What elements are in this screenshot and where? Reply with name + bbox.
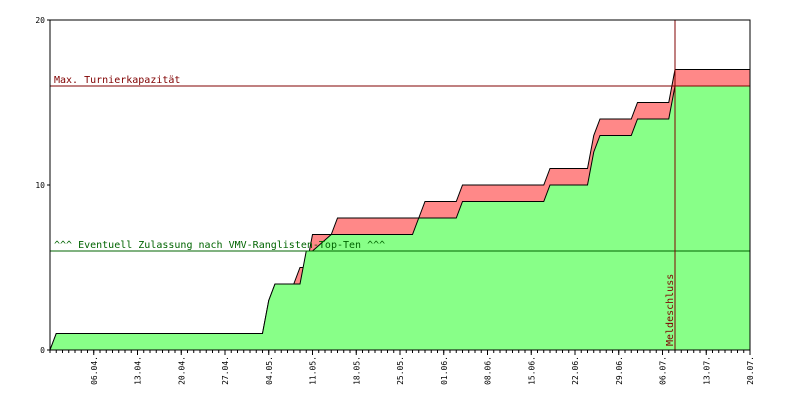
y-tick-label-2: 20	[35, 16, 45, 25]
x-tick-label-1: 13.04.	[134, 356, 143, 385]
y-tick-label-0: 0	[40, 346, 45, 355]
series-line-1	[49, 85, 750, 351]
x-tick-label-13: 06.07.	[659, 356, 668, 385]
series-area-1	[50, 86, 750, 350]
x-tick-label-10: 15.06.	[527, 356, 536, 385]
reference-label-0: Max. Turnierkapazität	[54, 75, 180, 86]
axes: 0 10 20 06.04. 13.04. 20.04. 27.04. 04.05. 11.05…	[35, 16, 755, 385]
x-tick-label-15: 20.07.	[746, 356, 755, 385]
reference-lines: Max. Turnierkapazität ^^^ Eventuell Zulas…	[50, 20, 750, 350]
x-tick-label-6: 18.05.	[352, 356, 361, 385]
x-tick-label-0: 06.04.	[90, 356, 99, 385]
series-layer	[49, 69, 750, 351]
x-tick-label-14: 13.07.	[702, 356, 711, 385]
x-tick-label-4: 04.05.	[265, 356, 274, 385]
x-tick-label-3: 27.04.	[221, 356, 230, 385]
y-tick-label-1: 10	[35, 181, 45, 190]
x-tick-label-12: 29.06.	[615, 356, 624, 385]
x-tick-label-9: 08.06.	[484, 356, 493, 385]
reference-label-1: ^^^ Eventuell Zulassung nach VMV-Ranglis…	[54, 240, 385, 251]
x-tick-label-5: 11.05.	[309, 356, 318, 385]
x-tick-label-2: 20.04.	[177, 356, 186, 385]
x-tick-label-8: 01.06.	[440, 356, 449, 385]
x-tick-label-11: 22.06.	[571, 356, 580, 385]
x-tick-label-7: 25.05.	[396, 356, 405, 385]
reference-label-2: Meldeschluss	[665, 274, 676, 346]
